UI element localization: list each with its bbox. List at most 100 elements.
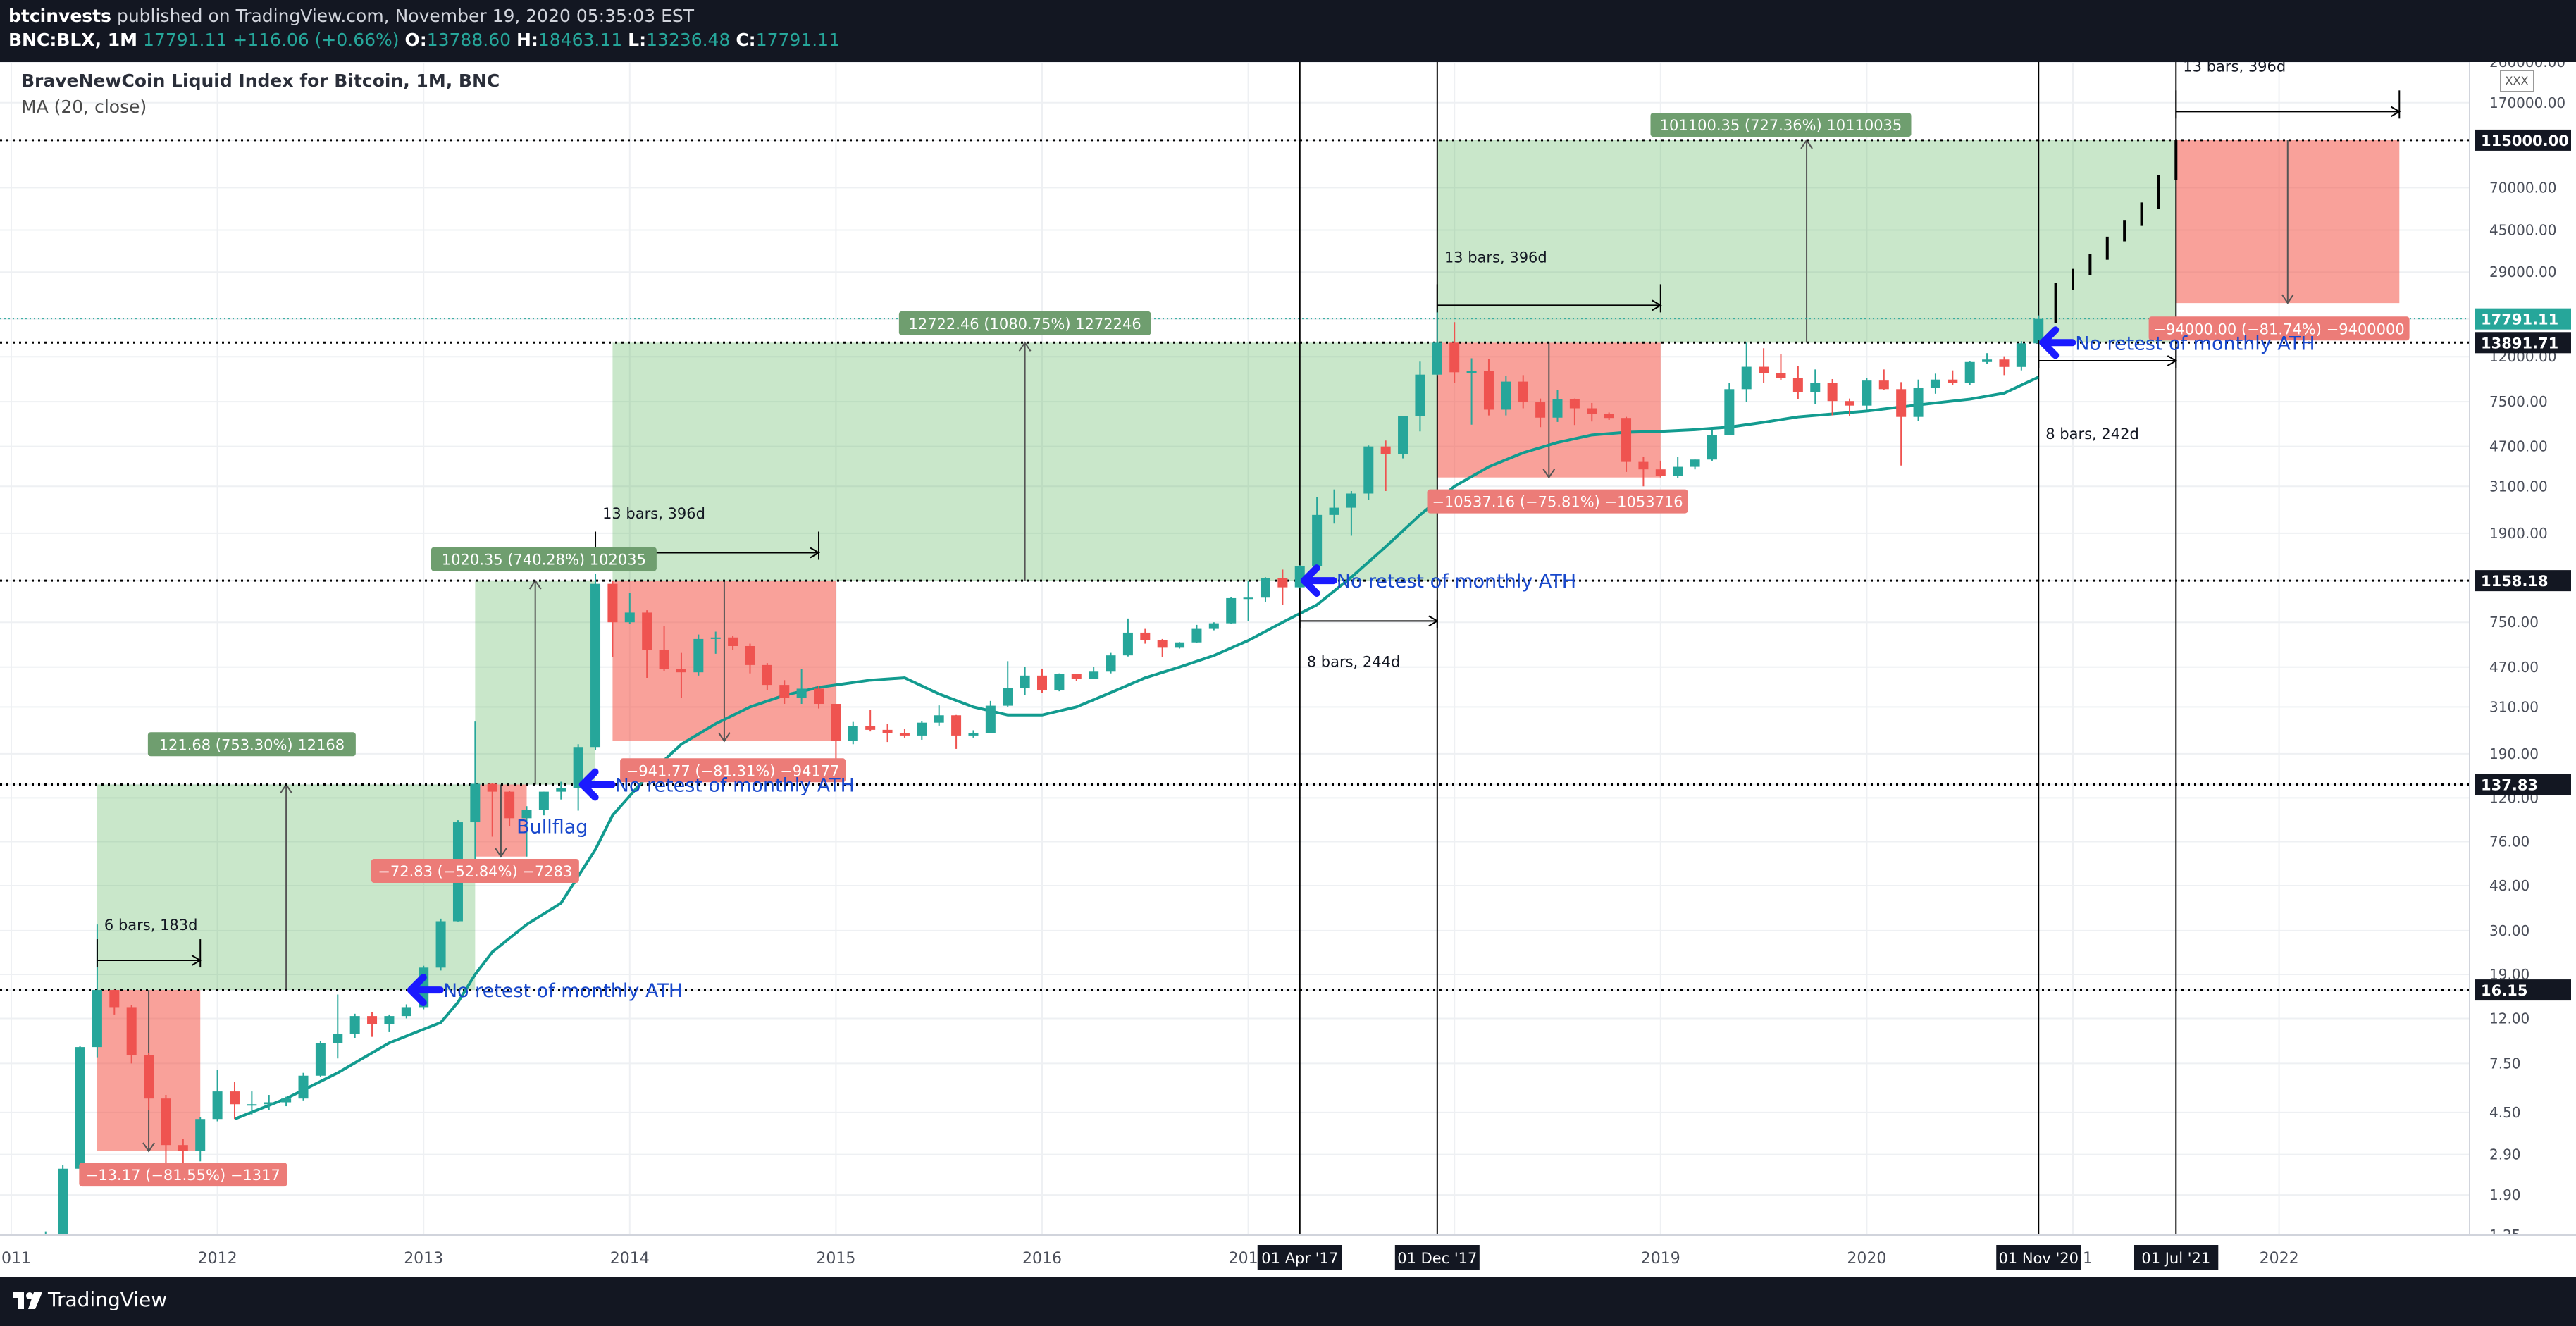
candle	[1913, 388, 1924, 417]
zone-measure-arrowhead	[1018, 341, 1032, 352]
candle	[1587, 408, 1597, 414]
date-range-arrowhead	[2390, 106, 2401, 118]
publish-info: published on TradingView.com, November 1…	[116, 6, 695, 26]
candle	[762, 664, 772, 686]
candle	[1449, 342, 1460, 373]
candle	[745, 645, 755, 665]
price-axis	[2470, 62, 2576, 1235]
candle	[178, 1145, 188, 1151]
candle	[814, 688, 824, 705]
candle	[1964, 361, 1975, 383]
candle	[1501, 381, 1511, 410]
price-label-box	[2475, 570, 2571, 592]
candle	[1106, 655, 1116, 672]
low-value: 13236.48	[646, 30, 731, 50]
candle	[144, 1055, 154, 1099]
date-label-box	[1394, 1245, 1480, 1270]
compare-button[interactable]: XXX	[2500, 70, 2534, 92]
y-tick-label: 70000.00	[2489, 179, 2556, 196]
measure-label-box	[1427, 489, 1688, 514]
measure-label: −941.77 (−81.31%) −94177	[626, 762, 840, 779]
y-tick-label: 12.00	[2489, 1010, 2529, 1027]
close-value: 17791.11	[755, 30, 840, 50]
ma-indicator-label[interactable]: MA (20, close)	[21, 97, 147, 117]
date-label: 01 Nov '20	[1998, 1250, 2079, 1267]
candle	[1243, 597, 1253, 600]
price-label-box	[2475, 979, 2571, 1001]
date-range-arrowhead	[1428, 615, 1439, 627]
zone-measure-arrowhead	[1800, 139, 1813, 149]
candle	[1380, 446, 1391, 454]
measure-label-box	[371, 859, 579, 884]
candle	[212, 1091, 223, 1120]
candle	[1483, 371, 1494, 410]
candle	[1415, 374, 1425, 416]
candle	[247, 1104, 257, 1106]
measure-label-box	[1650, 113, 1912, 137]
candle	[710, 637, 721, 639]
candle	[865, 726, 876, 730]
footer-bar: TradingView	[0, 1277, 2576, 1326]
x-tick-label: 2015	[816, 1250, 855, 1268]
close-label: C:	[736, 30, 756, 50]
candle	[333, 1034, 343, 1043]
candle	[1020, 675, 1030, 688]
date-range-label: 13 bars, 396d	[2183, 62, 2286, 75]
candle	[573, 747, 583, 788]
author-name[interactable]: btcinvests	[8, 6, 111, 26]
candle	[298, 1075, 309, 1099]
zone-measure-arrowhead	[2281, 294, 2294, 304]
symbol-title[interactable]: BraveNewCoin Liquid Index for Bitcoin, 1…	[21, 70, 500, 91]
measure-label-box	[147, 732, 356, 757]
y-tick-label: 4700.00	[2489, 438, 2548, 455]
candle	[1673, 466, 1683, 476]
date-label: 01 Apr '17	[1261, 1250, 1338, 1267]
price-change: +116.06 (+0.66%)	[233, 30, 400, 50]
date-range-label: 13 bars, 396d	[1444, 249, 1547, 266]
y-tick-label: 4.50	[2489, 1104, 2521, 1121]
price-chart[interactable]: 6 bars, 183d 13 bars, 396d 8 bars, 244d 13 …	[0, 62, 2576, 1277]
candle	[831, 704, 841, 741]
arrow-left-icon	[578, 768, 616, 801]
candle	[1398, 416, 1408, 454]
candle	[1226, 597, 1237, 624]
y-tick-label: 190.00	[2489, 745, 2539, 762]
y-tick-label: 750.00	[2489, 614, 2539, 631]
candle	[1776, 373, 1786, 378]
date-label-box	[1257, 1245, 1342, 1270]
candle	[985, 705, 996, 733]
price-label: 13891.71	[2481, 335, 2558, 352]
y-tick-label: 470.00	[2489, 659, 2539, 676]
price-label-box	[2475, 129, 2571, 151]
zone-measure-arrowhead	[495, 848, 507, 858]
candle	[435, 921, 446, 968]
measure-label: 1020.35 (740.28%) 102035	[442, 552, 646, 569]
date-range-label: 13 bars, 396d	[602, 505, 705, 522]
candle	[504, 791, 515, 819]
annotation-label: Bullflag	[516, 817, 588, 838]
candle	[1552, 399, 1563, 418]
candle	[1792, 378, 1803, 392]
annotation-label: No retest of monthly ATH	[443, 980, 683, 1002]
candle	[934, 715, 944, 723]
x-tick-label: 2013	[404, 1250, 443, 1268]
open-value: 13788.60	[426, 30, 512, 50]
high-value: 18463.11	[538, 30, 623, 50]
zone-measure-arrowhead	[1542, 469, 1556, 479]
candle	[1003, 688, 1013, 706]
candle	[1175, 642, 1185, 648]
candle	[1741, 366, 1752, 390]
measure-label-box	[79, 1163, 287, 1187]
x-tick-label: 2012	[198, 1250, 237, 1268]
candle	[882, 729, 893, 733]
candle	[367, 1016, 378, 1024]
ma20-line	[234, 376, 2040, 1121]
candle	[2016, 343, 2026, 367]
measure-label: 101100.35 (727.36%) 10110035	[1660, 117, 1902, 134]
zone-measure-arrowhead	[718, 732, 731, 743]
candle	[315, 1043, 326, 1076]
y-tick-label: 3100.00	[2489, 478, 2548, 495]
open-label: O:	[404, 30, 427, 50]
y-tick-label: 170000.00	[2489, 94, 2565, 111]
date-label-box	[2134, 1245, 2219, 1270]
